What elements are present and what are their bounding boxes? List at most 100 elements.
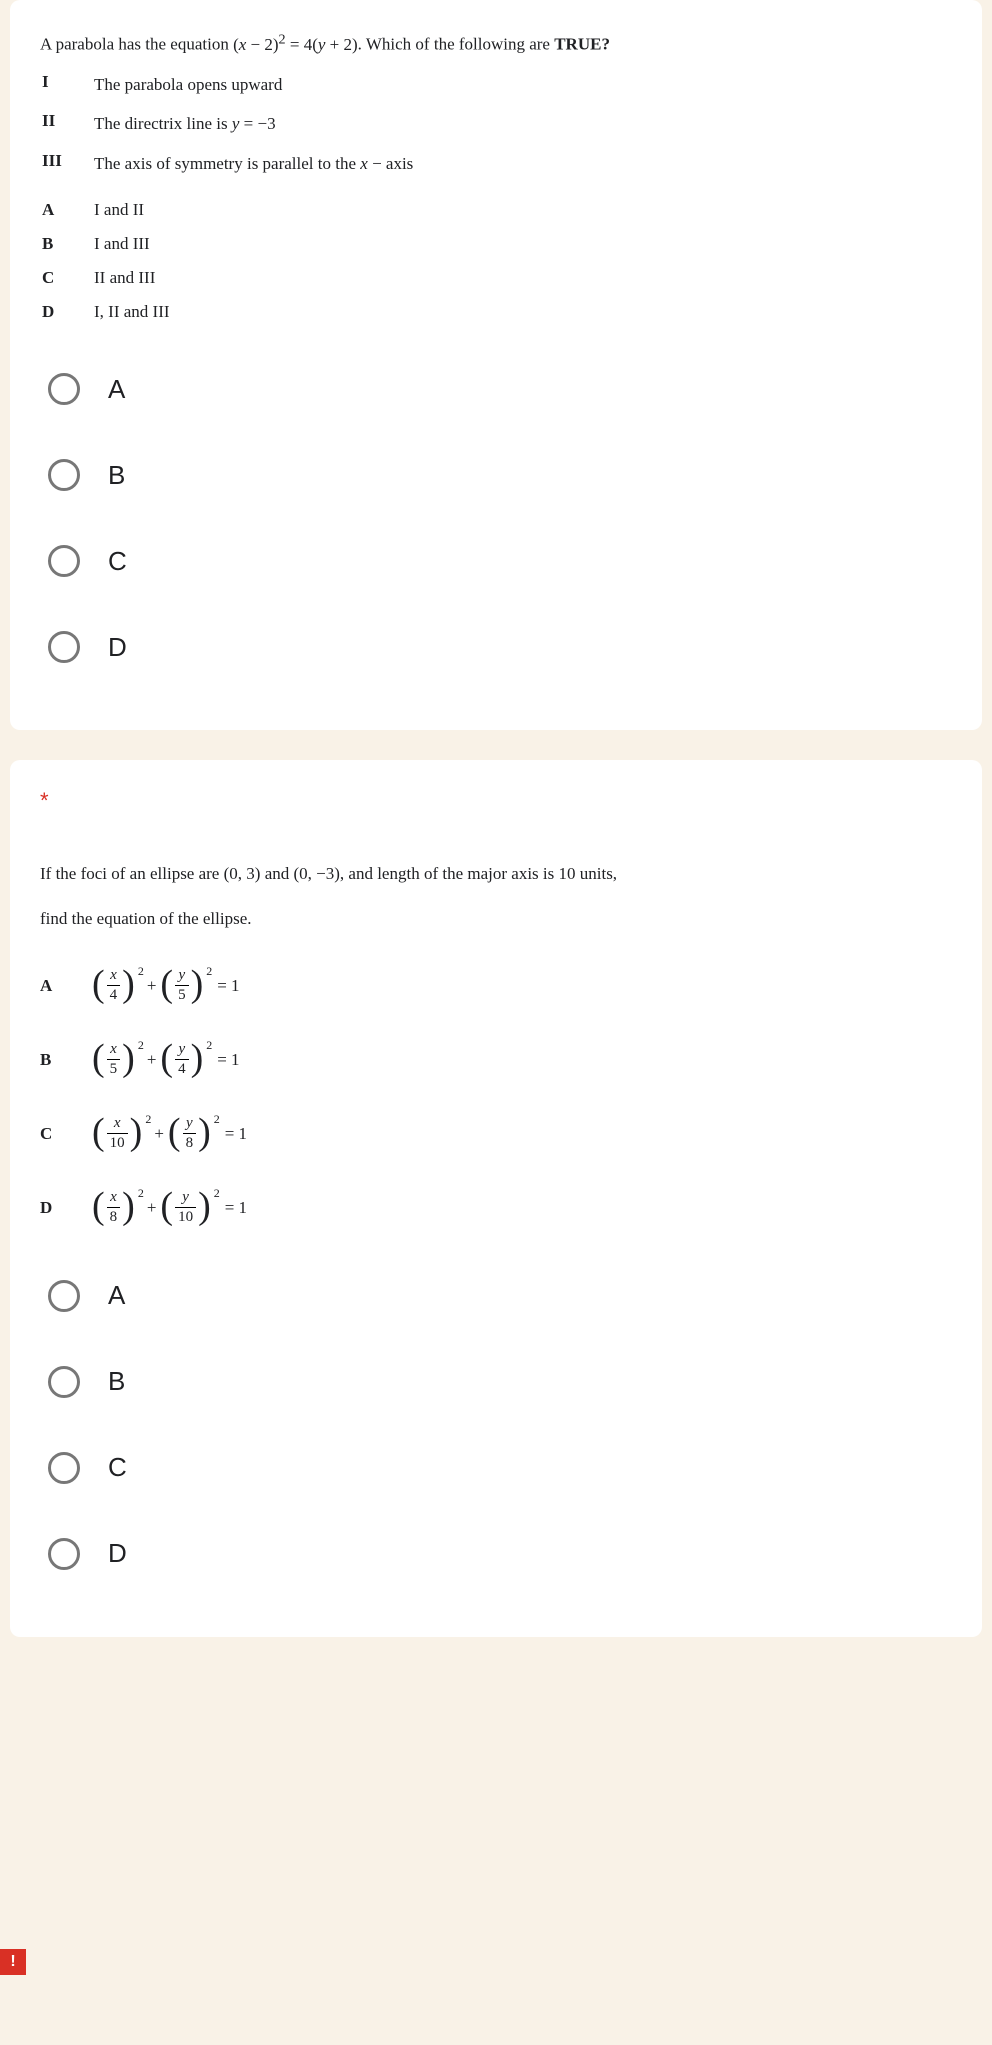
fraction: x4 <box>107 968 121 1003</box>
radio-option-a[interactable]: A <box>40 346 952 432</box>
q2-radio-group: A B C D <box>40 1253 952 1597</box>
fraction: y10 <box>175 1190 196 1225</box>
coord-2: (0, −3) <box>293 864 339 883</box>
statement-pre: The directrix line is <box>94 114 232 133</box>
paren-icon: ( <box>168 1117 181 1147</box>
prompt-text: . Which of the following are <box>358 35 555 54</box>
statement-label: I <box>42 72 94 98</box>
paren-icon: ) <box>122 1191 135 1221</box>
statement-label: II <box>42 111 94 137</box>
answer-key-label: D <box>42 302 94 322</box>
equation-option-row: D (x8)2 + (y10)2 = 1 <box>40 1179 952 1237</box>
prompt-text: A parabola has the equation <box>40 35 233 54</box>
radio-option-b[interactable]: B <box>40 432 952 518</box>
answer-key-row: C II and III <box>42 268 952 288</box>
equation-option-label: C <box>40 1124 92 1144</box>
statement-text: The directrix line is y = −3 <box>94 111 276 137</box>
statement-row: III The axis of symmetry is parallel to … <box>42 151 952 177</box>
equation-option-label: B <box>40 1050 92 1070</box>
paren-icon: ( <box>92 1191 105 1221</box>
equals-one: = 1 <box>225 1198 247 1218</box>
statement-row: I The parabola opens upward <box>42 72 952 98</box>
radio-label: D <box>108 632 127 663</box>
equation-body: (x10)2 + (y8)2 = 1 <box>92 1116 247 1151</box>
radio-option-d[interactable]: D <box>40 1511 952 1597</box>
answer-key-row: A I and II <box>42 200 952 220</box>
equation-body: (x5)2 + (y4)2 = 1 <box>92 1042 240 1077</box>
answer-key-text: I and II <box>94 200 144 220</box>
prompt-equation: (x − 2)2 = 4(y + 2) <box>233 35 358 54</box>
equals-one: = 1 <box>217 976 239 996</box>
radio-label: C <box>108 546 127 577</box>
radio-label: B <box>108 460 125 491</box>
radio-icon <box>48 1538 80 1570</box>
radio-label: D <box>108 1538 127 1569</box>
frac-num: y <box>178 967 185 983</box>
answer-key-list: A I and II B I and III C II and III D I,… <box>42 200 952 322</box>
radio-option-b[interactable]: B <box>40 1339 952 1425</box>
equation-body: (x4)2 + (y5)2 = 1 <box>92 968 240 1003</box>
prompt-text: find the equation of the ellipse. <box>40 909 252 928</box>
radio-label: C <box>108 1452 127 1483</box>
squared: 2 <box>214 1112 220 1127</box>
paren-icon: ) <box>191 1043 204 1073</box>
statements-list: I The parabola opens upward II The direc… <box>42 72 952 177</box>
radio-icon <box>48 373 80 405</box>
frac-num: y <box>186 1115 193 1131</box>
q2-equation-options: A (x4)2 + (y5)2 = 1 B (x5)2 + (y4)2 = 1 … <box>40 957 952 1237</box>
radio-option-d[interactable]: D <box>40 604 952 690</box>
radio-label: B <box>108 1366 125 1397</box>
answer-key-text: II and III <box>94 268 155 288</box>
statement-text: The parabola opens upward <box>94 72 282 98</box>
squared: 2 <box>138 1186 144 1201</box>
equation-option-row: C (x10)2 + (y8)2 = 1 <box>40 1105 952 1163</box>
frac-num: x <box>110 1041 117 1057</box>
answer-key-label: C <box>42 268 94 288</box>
answer-key-label: A <box>42 200 94 220</box>
frac-den: 4 <box>175 1060 189 1077</box>
statement-pre: The axis of symmetry is parallel to the <box>94 154 360 173</box>
prompt-text: , and length of the major axis is 10 uni… <box>340 864 617 883</box>
plus-sign: + <box>147 976 157 996</box>
paren-icon: ) <box>122 1043 135 1073</box>
radio-icon <box>48 459 80 491</box>
statement-row: II The directrix line is y = −3 <box>42 111 952 137</box>
fraction: y8 <box>183 1116 197 1151</box>
fraction: x8 <box>107 1190 121 1225</box>
radio-option-a[interactable]: A <box>40 1253 952 1339</box>
answer-key-text: I and III <box>94 234 150 254</box>
prompt-text: and <box>260 864 293 883</box>
equation-option-row: B (x5)2 + (y4)2 = 1 <box>40 1031 952 1089</box>
statement-math: y = −3 <box>232 114 276 133</box>
paren-icon: ) <box>198 1191 211 1221</box>
paren-icon: ( <box>160 1191 173 1221</box>
radio-icon <box>48 1452 80 1484</box>
radio-option-c[interactable]: C <box>40 1425 952 1511</box>
radio-icon <box>48 545 80 577</box>
paren-icon: ) <box>130 1117 143 1147</box>
q2-prompt: If the foci of an ellipse are (0, 3) and… <box>40 852 952 940</box>
paren-icon: ( <box>160 969 173 999</box>
statement-label: III <box>42 151 94 177</box>
squared: 2 <box>206 1038 212 1053</box>
fraction: y5 <box>175 968 189 1003</box>
frac-den: 5 <box>107 1060 121 1077</box>
equation-body: (x8)2 + (y10)2 = 1 <box>92 1190 247 1225</box>
radio-label: A <box>108 1280 125 1311</box>
equals-one: = 1 <box>225 1124 247 1144</box>
paren-icon: ) <box>198 1117 211 1147</box>
alert-badge-icon[interactable]: ! <box>0 1949 26 1975</box>
q1-prompt: A parabola has the equation (x − 2)2 = 4… <box>40 28 952 58</box>
frac-num: x <box>110 967 117 983</box>
frac-num: x <box>110 1189 117 1205</box>
answer-key-text: I, II and III <box>94 302 170 322</box>
paren-icon: ) <box>191 969 204 999</box>
answer-key-row: B I and III <box>42 234 952 254</box>
radio-option-c[interactable]: C <box>40 518 952 604</box>
plus-sign: + <box>147 1050 157 1070</box>
frac-num: x <box>114 1115 121 1131</box>
squared: 2 <box>214 1186 220 1201</box>
question-card-2: * If the foci of an ellipse are (0, 3) a… <box>10 760 982 1636</box>
plus-sign: + <box>147 1198 157 1218</box>
frac-den: 4 <box>107 986 121 1003</box>
